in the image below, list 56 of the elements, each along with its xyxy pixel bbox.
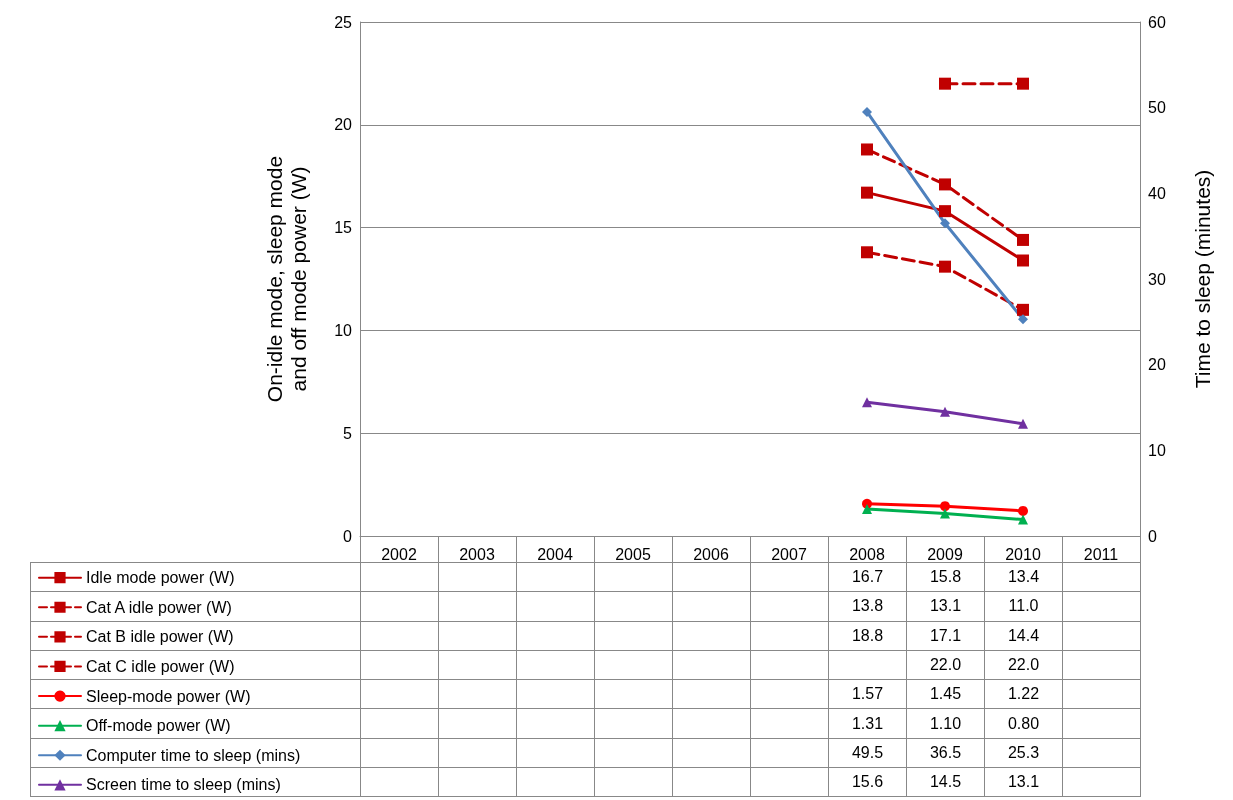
data-label: 1.31 [828,708,907,739]
x-tick-label: 2005 [615,545,651,563]
data-label: 25.3 [984,738,1063,768]
data-label: 11.0 [984,591,1063,622]
legend-label: Screen time to sleep (mins) [86,776,281,794]
data-label: 13.4 [984,562,1063,592]
data-label: 0.80 [984,708,1063,739]
data-label: 49.5 [828,738,907,768]
data-label: 22.0 [984,650,1063,680]
data-label: 17.1 [906,621,985,651]
x-tick-label: 2008 [849,545,885,563]
y2-tick-label: 10 [1148,441,1166,459]
y-tick-label: 10 [334,321,353,339]
y2-tick-label: 40 [1148,184,1166,202]
y2-tick-label: 50 [1148,99,1166,117]
y-tick-label: 0 [343,527,353,545]
y-tick-label: 20 [334,116,353,134]
data-label: 13.1 [906,591,985,622]
y2-tick-label: 20 [1148,356,1166,374]
y-tick-label: 15 [334,219,353,237]
data-label: 13.1 [984,767,1063,797]
legend-label: Cat C idle power (W) [86,657,235,675]
x-tick-label: 2002 [381,545,417,563]
y2-tick-label: 30 [1148,270,1166,288]
data-label: 1.10 [906,708,985,739]
data-label: 18.8 [828,621,907,651]
data-label: 1.57 [828,679,907,709]
data-label: 14.5 [906,767,985,797]
data-label: 16.7 [828,562,907,592]
x-tick-label: 2010 [1005,545,1041,563]
y-tick-label: 5 [343,424,353,442]
y2-tick-label: 60 [1148,13,1166,31]
data-label: 1.45 [906,679,985,709]
data-label: 13.8 [828,591,907,622]
x-tick-label: 2007 [771,545,807,563]
y-axis-title: On-idle mode, sleep mode and off mode power (W) [262,155,310,403]
data-label: 15.6 [828,767,907,797]
x-tick-label: 2003 [459,545,495,563]
y-tick-label: 25 [334,13,353,31]
y2-tick-label: 0 [1148,527,1157,545]
x-tick-label: 2004 [537,545,573,563]
data-label: 1.22 [984,679,1063,709]
data-label: 22.0 [906,650,985,680]
legend-label: Sleep-mode power (W) [86,687,251,705]
legend-label: Cat A idle power (W) [86,598,232,616]
legend-label: Computer time to sleep (mins) [86,746,301,764]
legend-label: Idle mode power (W) [86,569,235,587]
data-label: 36.5 [906,738,985,768]
x-tick-label: 2009 [927,545,963,563]
legend-label: Cat B idle power (W) [86,628,234,646]
data-label: 14.4 [984,621,1063,651]
data-label: 15.8 [906,562,985,592]
x-tick-label: 2006 [693,545,729,563]
x-tick-label: 2011 [1083,545,1119,563]
y2-axis-title: Time to sleep (minutes) [1190,169,1214,389]
legend-label: Off-mode power (W) [86,717,231,735]
